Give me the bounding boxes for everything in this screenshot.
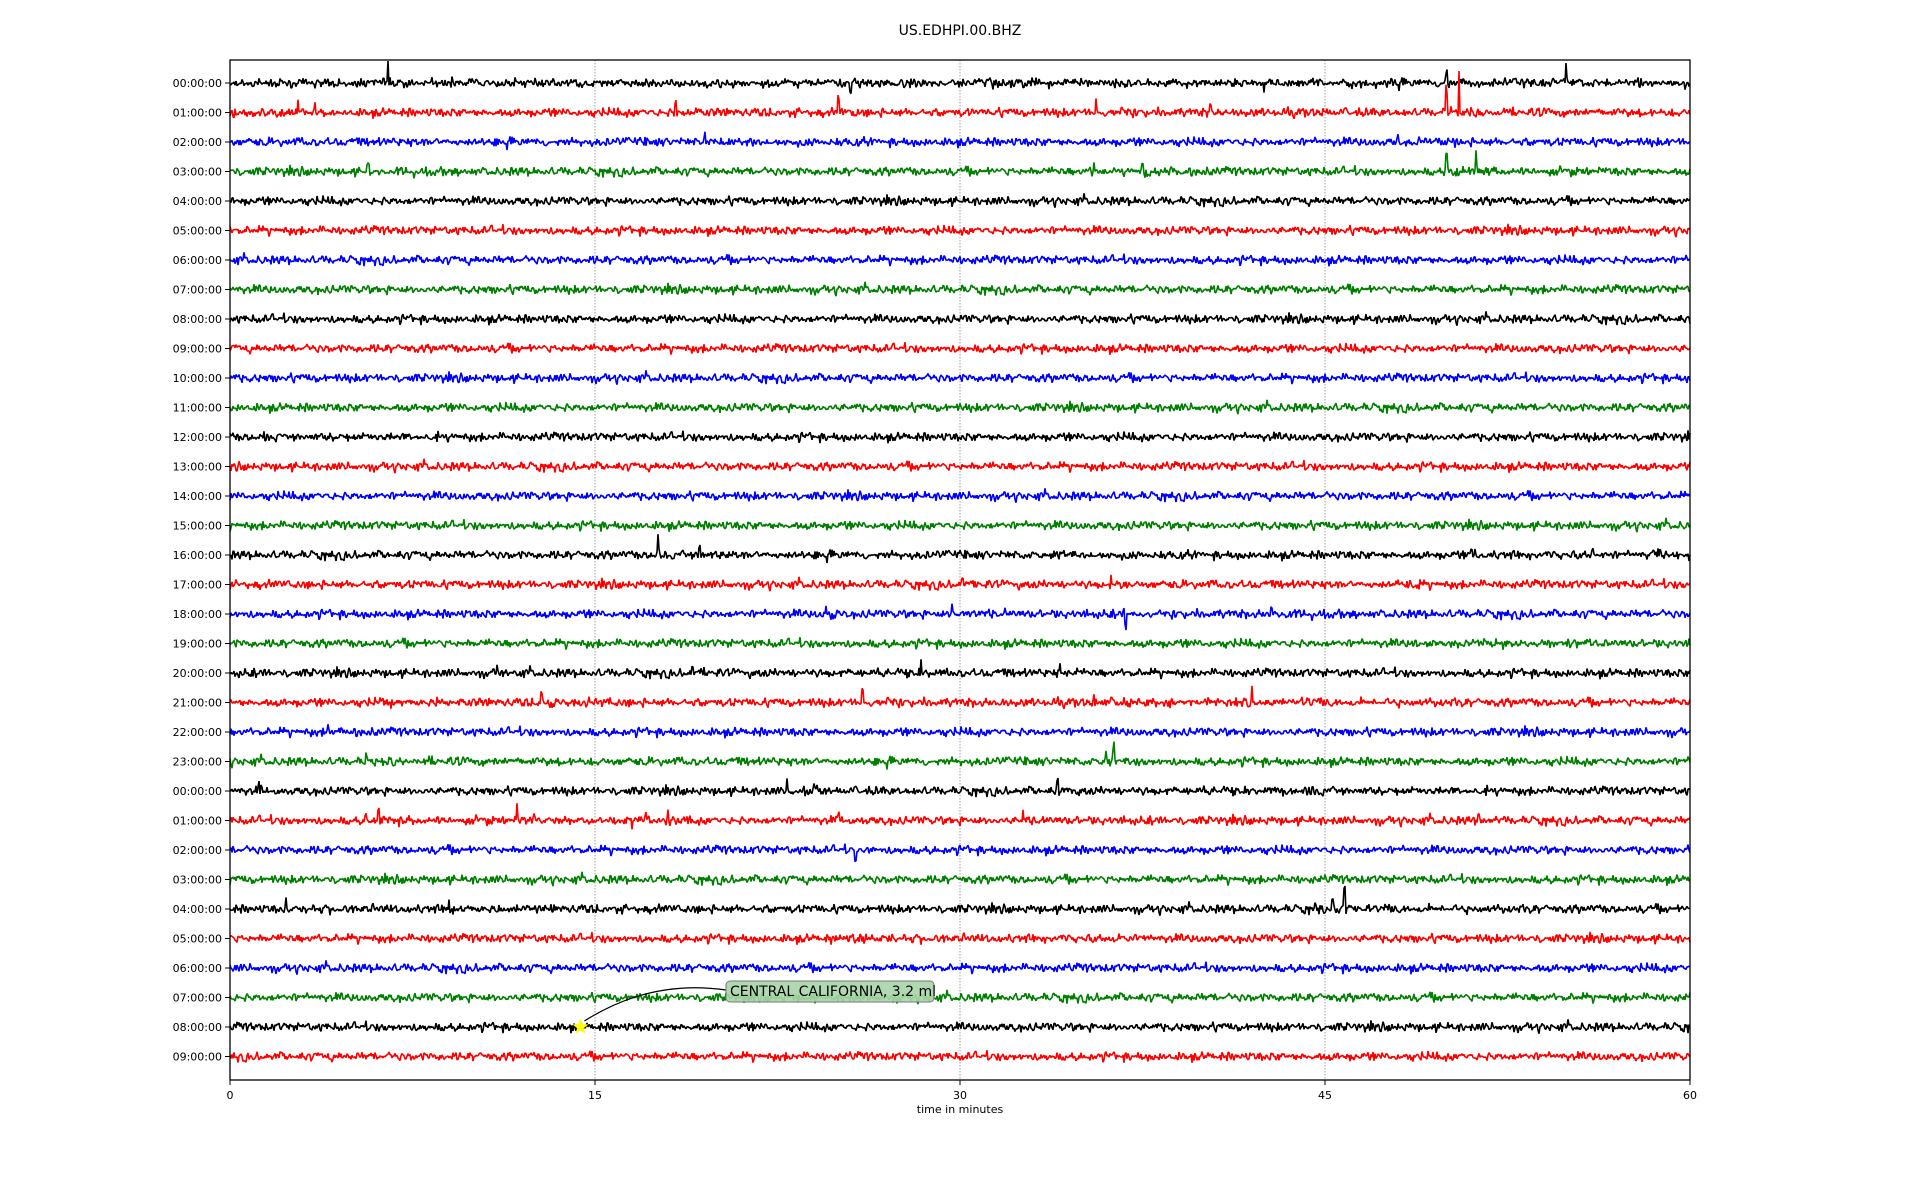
y-tick-label: 01:00:00	[173, 107, 222, 120]
trace-row-16	[229, 534, 1691, 564]
y-tick-label: 00:00:00	[173, 785, 222, 798]
y-tick-label: 08:00:00	[173, 1021, 222, 1034]
trace-row-33	[229, 1050, 1691, 1063]
trace-row-24	[229, 777, 1691, 798]
plot-frame	[229, 59, 1691, 1081]
trace-row-10	[229, 370, 1691, 385]
y-tick-label: 15:00:00	[173, 520, 222, 533]
y-tick-label: 09:00:00	[173, 343, 222, 356]
y-tick-label: 14:00:00	[173, 490, 222, 503]
trace-row-19	[229, 637, 1691, 650]
trace-row-5	[229, 223, 1691, 238]
event-annotation: CENTRAL CALIFORNIA, 3.2 ml	[572, 980, 936, 1034]
y-tick-label: 09:00:00	[173, 1051, 222, 1064]
y-tick-label: 23:00:00	[173, 756, 222, 769]
x-tick-label: 60	[1683, 1089, 1697, 1102]
trace-row-14	[229, 488, 1691, 503]
annotation-label: CENTRAL CALIFORNIA, 3.2 ml	[730, 984, 936, 1000]
y-tick-label: 12:00:00	[173, 431, 222, 444]
trace-row-23	[229, 741, 1691, 770]
x-ticks: 0 15 30 45 60	[227, 1080, 1697, 1102]
y-tick-label: 05:00:00	[173, 225, 222, 238]
trace-row-26	[229, 843, 1691, 863]
y-tick-label: 11:00:00	[173, 402, 222, 415]
y-tick-label: 08:00:00	[173, 313, 222, 326]
trace-row-13	[229, 458, 1691, 474]
y-tick-label: 04:00:00	[173, 903, 222, 916]
y-tick-label: 02:00:00	[173, 844, 222, 857]
trace-row-22	[229, 724, 1691, 739]
x-tick-label: 15	[588, 1089, 602, 1102]
annotation-arrow	[584, 987, 727, 1022]
trace-row-29	[229, 931, 1691, 945]
x-tick-label: 0	[227, 1089, 234, 1102]
trace-row-3	[229, 150, 1691, 179]
trace-row-2	[229, 131, 1691, 151]
trace-row-20	[229, 659, 1691, 680]
y-tick-label: 01:00:00	[173, 815, 222, 828]
x-tick-label: 30	[953, 1089, 967, 1102]
trace-row-7	[229, 281, 1690, 297]
y-tick-label: 10:00:00	[173, 372, 222, 385]
y-tick-label: 06:00:00	[173, 254, 222, 267]
x-tick-label: 45	[1318, 1089, 1332, 1102]
trace-row-25	[229, 803, 1691, 830]
trace-row-11	[229, 399, 1691, 415]
trace-row-17	[229, 574, 1691, 592]
trace-row-27	[229, 871, 1691, 887]
trace-row-18	[229, 603, 1691, 631]
trace-row-31	[229, 989, 1691, 1005]
x-axis-label: time in minutes	[917, 1103, 1004, 1116]
y-tick-label: 07:00:00	[173, 284, 222, 297]
trace-row-6	[229, 252, 1691, 267]
event-star-marker	[572, 1018, 589, 1034]
trace-row-32	[229, 1019, 1691, 1034]
traces	[229, 60, 1691, 1063]
y-tick-label: 05:00:00	[173, 933, 222, 946]
y-tick-label: 16:00:00	[173, 549, 222, 562]
trace-row-30	[229, 960, 1691, 975]
y-tick-label: 21:00:00	[173, 697, 222, 710]
y-tick-label: 17:00:00	[173, 579, 222, 592]
trace-row-4	[229, 193, 1691, 208]
trace-row-0	[229, 60, 1691, 95]
y-tick-label: 13:00:00	[173, 461, 222, 474]
trace-row-21	[229, 685, 1691, 710]
annotation-box	[725, 980, 935, 1003]
y-tick-label: 06:00:00	[173, 962, 222, 975]
chart-title: US.EDHPI.00.BHZ	[899, 23, 1022, 39]
y-tick-label: 03:00:00	[173, 874, 222, 887]
y-tick-label: 04:00:00	[173, 195, 222, 208]
trace-row-28	[229, 885, 1691, 916]
trace-row-9	[229, 342, 1691, 355]
y-tick-label: 02:00:00	[173, 136, 222, 149]
y-tick-label: 19:00:00	[173, 638, 222, 651]
y-tick-label: 03:00:00	[173, 166, 222, 179]
y-tick-label: 20:00:00	[173, 667, 222, 680]
y-tick-label: 18:00:00	[173, 608, 222, 621]
trace-row-1	[229, 70, 1691, 120]
trace-row-15	[229, 517, 1691, 533]
y-tick-label: 07:00:00	[173, 992, 222, 1005]
grid-lines	[594, 60, 1326, 1080]
y-tick-label: 00:00:00	[173, 77, 222, 90]
trace-row-12	[229, 430, 1691, 444]
y-tick-labels: 00:00:00 01:00:00 02:00:00 03:00:00 04:00:00…	[173, 77, 230, 1064]
trace-row-8	[229, 311, 1691, 326]
y-tick-label: 22:00:00	[173, 726, 222, 739]
